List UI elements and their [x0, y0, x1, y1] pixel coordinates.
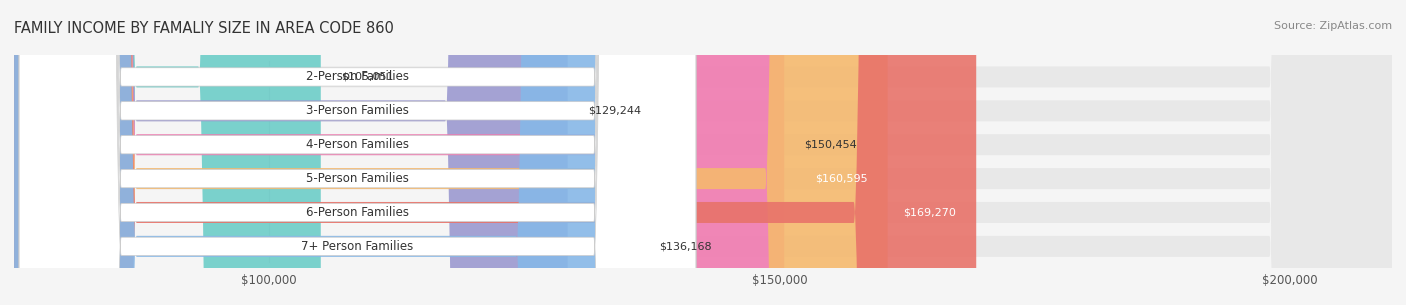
FancyBboxPatch shape — [14, 0, 1392, 305]
FancyBboxPatch shape — [14, 0, 1392, 305]
Text: $136,168: $136,168 — [659, 241, 711, 251]
Text: 5-Person Families: 5-Person Families — [307, 172, 409, 185]
FancyBboxPatch shape — [14, 0, 887, 305]
FancyBboxPatch shape — [14, 0, 1392, 305]
FancyBboxPatch shape — [20, 0, 696, 305]
FancyBboxPatch shape — [20, 0, 696, 305]
FancyBboxPatch shape — [20, 0, 696, 305]
Text: $169,270: $169,270 — [903, 207, 956, 217]
FancyBboxPatch shape — [14, 0, 638, 305]
Text: FAMILY INCOME BY FAMALIY SIZE IN AREA CODE 860: FAMILY INCOME BY FAMALIY SIZE IN AREA CO… — [14, 21, 394, 36]
Text: $160,595: $160,595 — [814, 174, 868, 184]
Text: Source: ZipAtlas.com: Source: ZipAtlas.com — [1274, 21, 1392, 31]
FancyBboxPatch shape — [14, 0, 976, 305]
Text: 3-Person Families: 3-Person Families — [307, 104, 409, 117]
FancyBboxPatch shape — [20, 0, 696, 305]
FancyBboxPatch shape — [14, 0, 785, 305]
Text: 2-Person Families: 2-Person Families — [307, 70, 409, 84]
FancyBboxPatch shape — [20, 0, 696, 305]
FancyBboxPatch shape — [14, 0, 1392, 305]
Text: 7+ Person Families: 7+ Person Families — [301, 240, 413, 253]
FancyBboxPatch shape — [20, 0, 696, 305]
Text: $105,051: $105,051 — [342, 72, 394, 82]
FancyBboxPatch shape — [14, 0, 321, 305]
FancyBboxPatch shape — [14, 0, 1392, 305]
FancyBboxPatch shape — [14, 0, 568, 305]
Text: 6-Person Families: 6-Person Families — [307, 206, 409, 219]
FancyBboxPatch shape — [14, 0, 1392, 305]
Text: $129,244: $129,244 — [588, 106, 641, 116]
Text: $150,454: $150,454 — [804, 140, 858, 150]
Text: 4-Person Families: 4-Person Families — [307, 138, 409, 151]
